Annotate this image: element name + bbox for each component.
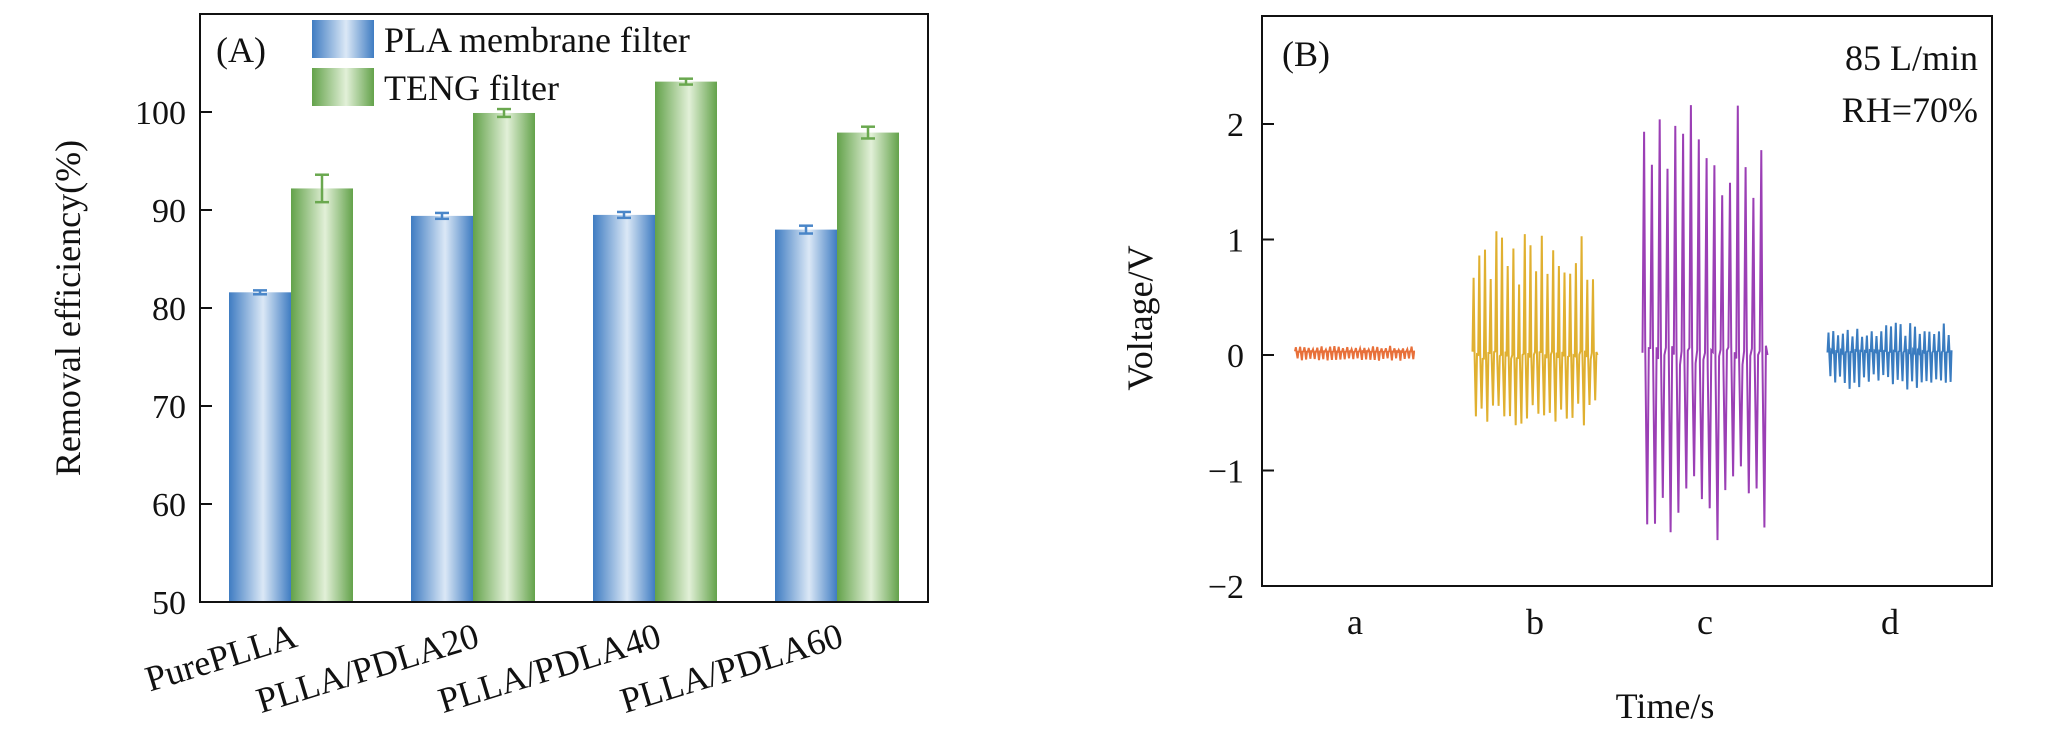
- x-tick-label-d: d: [1881, 602, 1899, 642]
- voltage-trace-d: [1826, 322, 1953, 390]
- panel-a-legend: PLA membrane filter TENG filter: [312, 20, 690, 108]
- y-tick-label-2: 2: [1227, 107, 1244, 144]
- legend-label-teng: TENG filter: [384, 68, 559, 108]
- panel-b-plot-frame: [1261, 15, 1993, 587]
- y-tick-label-70: 70: [152, 389, 186, 426]
- y-tick-label-50: 50: [152, 585, 186, 622]
- y-tick-label--2: −2: [1208, 569, 1244, 606]
- bar-teng-filter-pureplla: [291, 188, 353, 602]
- panel-b-annotation-rh: RH=70%: [1842, 90, 1978, 130]
- bar-teng-filter-plla-pdla20: [473, 112, 535, 602]
- panel-b-x-ticks: a b c d: [1347, 602, 1899, 642]
- panel-b-x-axis-label: Time/s: [1616, 686, 1715, 726]
- panel-b-voltage-chart: −2 −1 0 1 2 a b c d (B) 85 L/min RH=70% Voltage…: [1120, 15, 1993, 726]
- y-tick-label-60: 60: [152, 487, 186, 524]
- legend-label-pla: PLA membrane filter: [384, 20, 690, 60]
- panel-a-bars-layer: [229, 77, 899, 603]
- panel-b-y-ticks: −2 −1 0 1 2: [1208, 107, 1274, 606]
- bar-pla-membrane-filter-plla-pdla20: [411, 215, 473, 602]
- x-tick-label-b: b: [1526, 602, 1544, 642]
- x-tick-label-c: c: [1697, 602, 1713, 642]
- y-tick-label-1: 1: [1227, 223, 1244, 260]
- y-tick-label-100: 100: [135, 95, 186, 132]
- panel-b-label: (B): [1282, 34, 1330, 74]
- bar-pla-membrane-filter-pureplla: [229, 292, 291, 602]
- y-tick-label-0: 0: [1227, 338, 1244, 375]
- panel-a-y-axis-label: Removal efficiency(%): [48, 140, 88, 476]
- bar-teng-filter-plla-pdla40: [655, 81, 717, 603]
- bar-teng-filter-plla-pdla60: [837, 132, 899, 602]
- panel-a-y-ticks: 50 60 70 80 90 100: [135, 95, 212, 622]
- panel-a-bar-chart: 50 60 70 80 90 100 PurePLLAPLLA/PDLA20PLLA/PD…: [48, 13, 929, 721]
- y-tick-label-80: 80: [152, 291, 186, 328]
- bar-pla-membrane-filter-plla-pdla60: [775, 229, 837, 602]
- y-tick-label-90: 90: [152, 193, 186, 230]
- panel-b-y-axis-label: Voltage/V: [1120, 245, 1160, 390]
- voltage-trace-b: [1471, 231, 1599, 426]
- x-tick-label-a: a: [1347, 602, 1363, 642]
- voltage-trace-c: [1641, 105, 1769, 541]
- legend-swatch-teng: [312, 68, 374, 106]
- y-tick-label--1: −1: [1208, 454, 1244, 491]
- legend-swatch-pla: [312, 20, 374, 58]
- voltage-trace-a: [1294, 344, 1416, 361]
- bar-pla-membrane-filter-plla-pdla40: [593, 214, 655, 602]
- panel-a-x-ticks: PurePLLAPLLA/PDLA20PLLA/PDLA40PLLA/PDLA6…: [140, 615, 847, 721]
- panel-b-annotation-flow: 85 L/min: [1845, 38, 1978, 78]
- panel-a-label: (A): [216, 30, 266, 70]
- panel-b-traces-layer: [1294, 105, 1953, 541]
